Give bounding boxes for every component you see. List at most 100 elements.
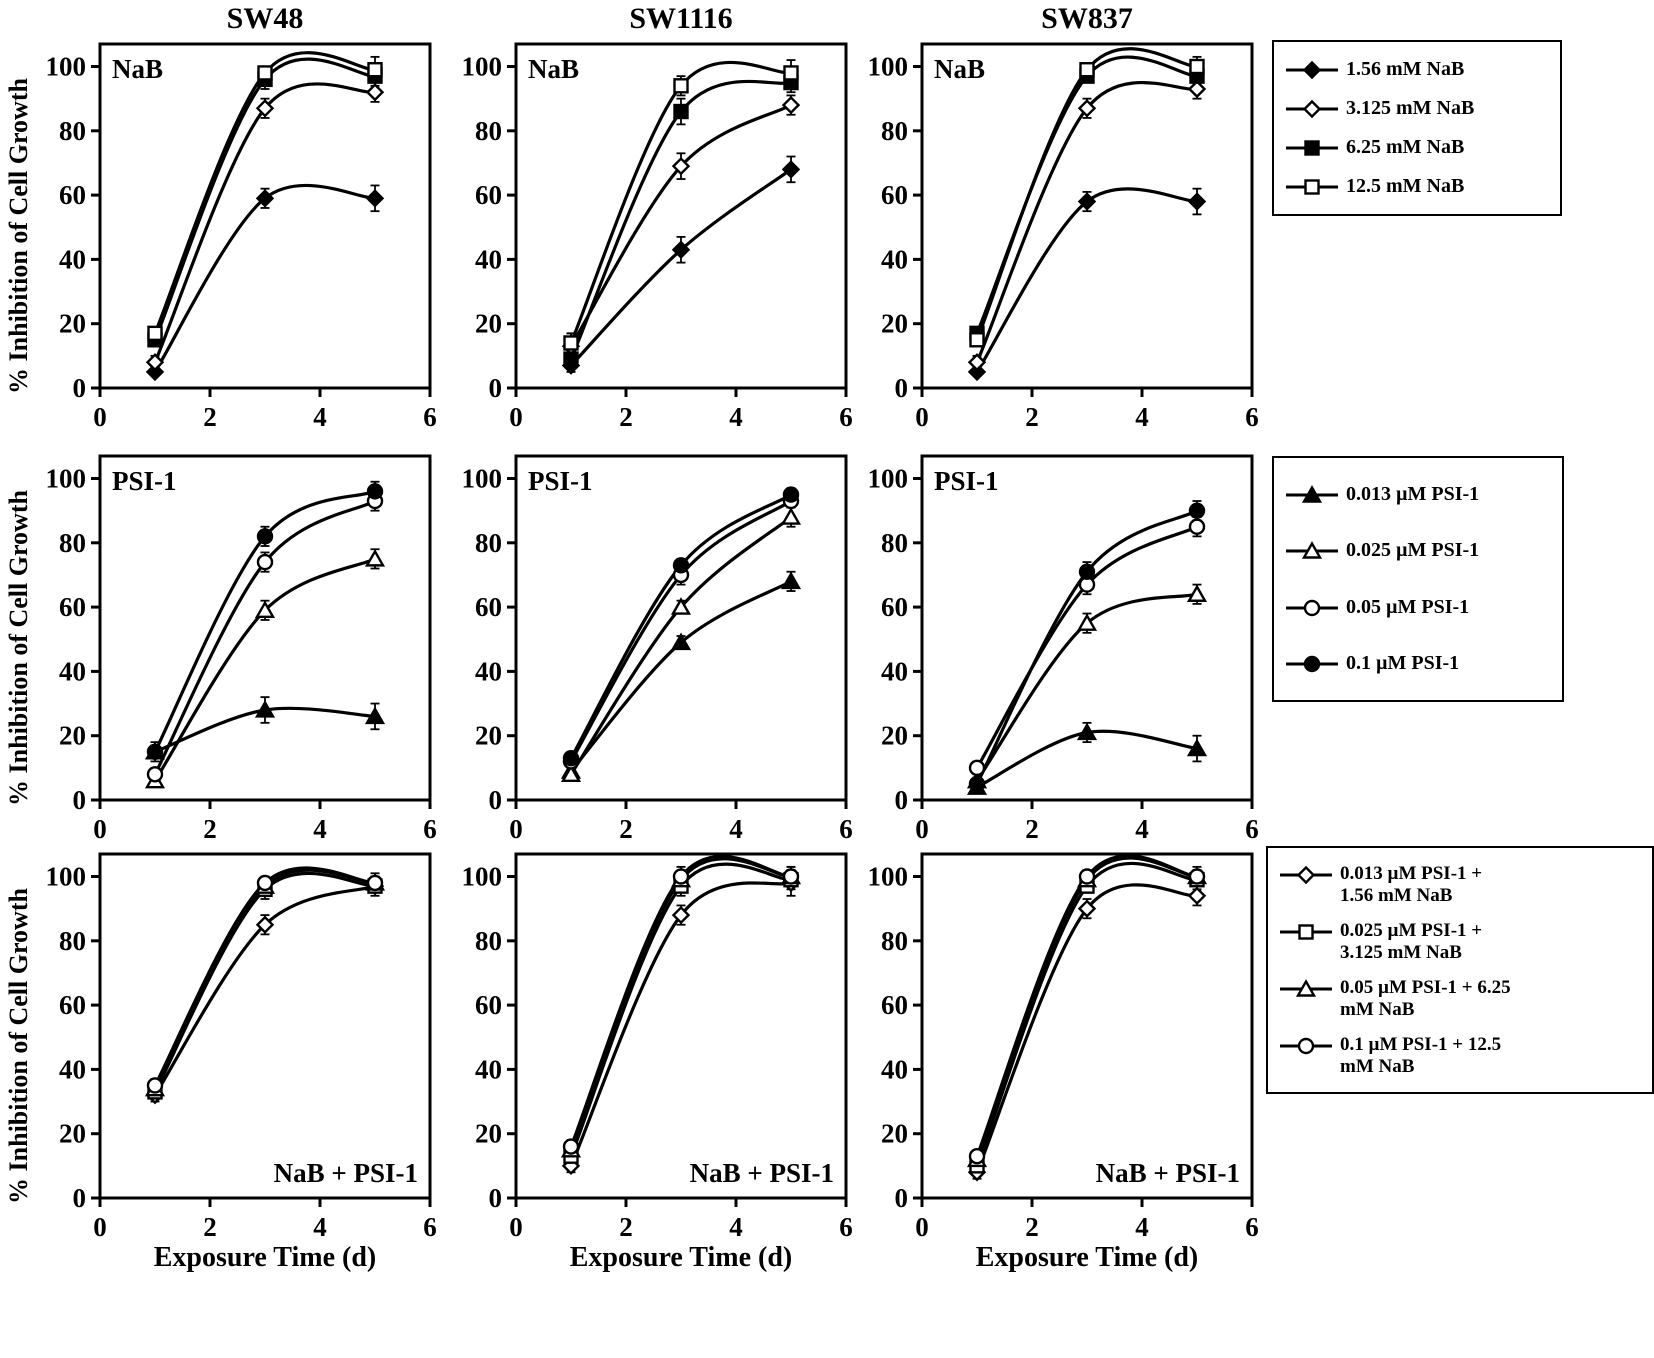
errorbars-0-025-m-psi-1-3-125-mm-nab (150, 878, 380, 1100)
square-open-marker-icon (1079, 62, 1095, 78)
triangle-open-legend-icon (1286, 541, 1338, 559)
circle-open-legend-icon (1286, 599, 1338, 616)
svg-text:40: 40 (59, 656, 86, 686)
svg-text:6: 6 (839, 402, 852, 432)
svg-text:80: 80 (881, 528, 908, 558)
circle-filled-marker-icon (968, 775, 986, 793)
svg-text:4: 4 (313, 814, 327, 844)
x-axis-label-col2: Exposure Time (d) (569, 1242, 793, 1273)
diamond-filled-marker-icon (1302, 60, 1322, 80)
square-open-marker-icon (147, 325, 163, 342)
chart-panel-sw1116-nab: 0 2 4 6 0 20 40 60 80 100 NaB (452, 36, 852, 436)
circle-open-marker-icon (1188, 868, 1206, 885)
legend-entry: 0.05 µM PSI-1 (1284, 596, 1552, 619)
circle-filled-marker-icon (256, 528, 274, 545)
svg-text:20: 20 (59, 309, 86, 339)
errorbars-3-125-mm-nab (566, 94, 796, 360)
series-line-12-5-mm-nab (569, 60, 792, 344)
svg-text:60: 60 (475, 592, 502, 622)
circle-open-marker-icon (968, 759, 986, 777)
series-markers-3-125-mm-nab (145, 83, 385, 372)
triangle-filled-marker-icon (1186, 738, 1208, 757)
diamond-open-marker-icon (1187, 886, 1207, 905)
legend-entry: 3.125 mM NaB (1284, 97, 1550, 120)
chart-panel-sw837-nab: 0 2 4 6 0 20 40 60 80 100 NaB (858, 36, 1258, 436)
circle-filled-marker-icon (1303, 656, 1321, 673)
svg-text:40: 40 (475, 244, 502, 274)
svg-text:20: 20 (59, 1119, 86, 1149)
svg-text:4: 4 (1135, 402, 1149, 432)
square-filled-legend-icon (1286, 140, 1338, 156)
series-line-3-125-mm-nab (975, 81, 1198, 363)
svg-text:20: 20 (881, 721, 908, 751)
legend-entry: 6.25 mM NaB (1284, 136, 1550, 159)
errorbars-0-013-m-psi-1-1-56-mm-nab (150, 875, 380, 1103)
svg-text:0: 0 (73, 373, 87, 403)
series-markers-3-125-mm-nab (967, 79, 1207, 372)
square-open-marker-icon (969, 332, 985, 348)
diamond-filled-legend-icon (1286, 60, 1338, 80)
svg-text:0: 0 (915, 402, 929, 432)
svg-text:20: 20 (475, 1119, 502, 1149)
svg-text:20: 20 (881, 309, 908, 339)
svg-text:6: 6 (839, 814, 852, 844)
series-markers-0-025-m-psi-1 (966, 584, 1208, 789)
series-line-12-5-mm-nab (975, 47, 1198, 341)
series-markers-0-025-m-psi-1-3-125-mm-nab (147, 878, 383, 1100)
diamond-open-legend-icon (1286, 99, 1338, 119)
triangle-open-marker-icon (1295, 978, 1317, 997)
diamond-open-marker-icon (1187, 79, 1207, 99)
series-markers-1-56-mm-nab (145, 189, 385, 382)
series-markers-12-5-mm-nab (969, 58, 1205, 348)
chart-panel-sw1116-nab-psi1: 0 2 4 6 0 20 40 60 80 100 NaB + PSI-1 (452, 846, 852, 1246)
svg-text:100: 100 (462, 52, 503, 82)
square-open-marker-icon (673, 78, 689, 94)
triangle-open-marker-icon (560, 764, 582, 782)
triangle-open-marker-icon (780, 507, 802, 525)
svg-text:6: 6 (423, 814, 436, 844)
triangle-open-legend-icon (1280, 978, 1332, 997)
column-title-sw1116: SW1116 (629, 2, 733, 35)
square-open-marker-icon (783, 65, 799, 81)
legend-entry-label: 3.125 mM NaB (1346, 97, 1475, 119)
series-markers-0-013-m-psi-1-1-56-mm-nab (145, 876, 385, 1105)
diamond-open-marker-icon (781, 95, 801, 115)
svg-text:20: 20 (881, 1119, 908, 1149)
diamond-open-marker-icon (365, 83, 385, 102)
diamond-open-marker-icon (1077, 99, 1097, 118)
chart-panel-sw48-psi1: 0 2 4 6 0 20 40 60 80 100 PSI-1 (36, 448, 436, 848)
diamond-open-marker-icon (1302, 99, 1322, 119)
legend-nab: 1.56 mM NaB 3.125 mM NaB 6.25 mM NaB 12.5 m… (1272, 40, 1562, 216)
diamond-open-marker-icon (255, 99, 275, 118)
svg-text:40: 40 (475, 1054, 502, 1084)
series-markers-0-1-m-psi-1-12-5-mm-nab (968, 868, 1206, 1165)
legend-entry: 0.013 µM PSI-1 (1284, 483, 1552, 506)
series-line-1-56-mm-nab (569, 168, 792, 367)
circle-open-marker-icon (256, 553, 274, 571)
series-markers-0-013-m-psi-1-1-56-mm-nab (561, 873, 801, 1176)
legend-entry-label: 0.1 µM PSI-1 (1346, 652, 1460, 675)
series-markers-0-1-m-psi-1 (146, 483, 384, 760)
svg-text:6: 6 (423, 402, 436, 432)
triangle-filled-legend-icon (1286, 484, 1338, 503)
diamond-filled-marker-icon (1077, 192, 1097, 211)
svg-text:2: 2 (619, 1212, 633, 1242)
legend-entry: 0.1 µM PSI-1 + 12.5 mM NaB (1278, 1034, 1642, 1078)
column-title-sw48: SW48 (226, 2, 304, 35)
legend-nab-psi1: 0.013 µM PSI-1 + 1.56 mM NaB 0.025 µM PSI… (1266, 846, 1654, 1094)
svg-text:4: 4 (729, 402, 743, 432)
legend-entry: 0.05 µM PSI-1 + 6.25 mM NaB (1278, 977, 1642, 1021)
legend-entry: 12.5 mM NaB (1284, 175, 1550, 198)
errorbars-0-013-m-psi-1-1-56-mm-nab (972, 885, 1202, 1180)
svg-text:80: 80 (881, 926, 908, 956)
series-markers-6-25-mm-nab (563, 74, 799, 367)
legend-entry-label: 0.05 µM PSI-1 + 6.25 mM NaB (1340, 976, 1511, 1020)
circle-open-marker-icon (1188, 518, 1206, 535)
svg-text:100: 100 (868, 464, 909, 494)
triangle-open-marker-icon (670, 597, 692, 615)
svg-text:80: 80 (475, 116, 502, 146)
svg-text:0: 0 (895, 373, 909, 403)
